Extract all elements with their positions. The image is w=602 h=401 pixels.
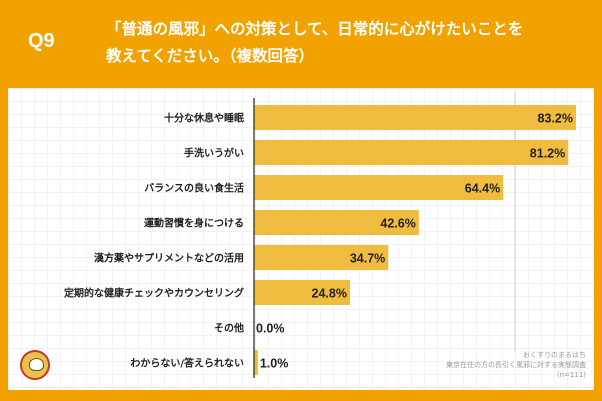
footnote-survey: 東京在住の方の長引く風邪に対する実態調査 <box>446 361 586 369</box>
value-label: 24.8% <box>312 287 347 301</box>
category-label: その他 <box>214 322 244 335</box>
title-line-2: 教えてください。（複数回答） <box>106 47 315 65</box>
value-label: 42.6% <box>380 217 415 231</box>
footnote-sample: (n=111) <box>556 371 586 379</box>
category-label: 手洗いうがい <box>184 147 244 160</box>
bar <box>254 105 576 130</box>
value-label: 64.4% <box>465 182 500 196</box>
bar <box>254 210 419 235</box>
category-label: わからない/答えられない <box>130 357 244 370</box>
category-label: バランスの良い食生活 <box>144 182 244 195</box>
bar <box>254 350 258 375</box>
question-number: Q9 <box>28 30 55 52</box>
category-label: 定期的な健康チェックやカウンセリング <box>64 287 244 300</box>
category-label: 十分な休息や睡眠 <box>164 112 244 125</box>
question-title: 「普通の風邪」への対策として、日常的に心がけたいことを 教えてください。（複数回… <box>106 16 586 70</box>
bar <box>254 245 389 270</box>
value-label: 1.0% <box>260 357 289 371</box>
value-label: 81.2% <box>530 147 565 161</box>
value-label: 0.0% <box>256 322 285 336</box>
value-label: 83.2% <box>538 112 573 126</box>
footnote: おくすりのまるはち 東京在住の方の長引く風邪に対する実態調査 (n=111) <box>446 350 586 380</box>
chart-panel <box>8 88 594 390</box>
bar <box>254 140 569 165</box>
value-label: 34.7% <box>350 252 385 266</box>
brand-logo <box>20 350 50 380</box>
category-label: 運動習慣を身につける <box>144 217 244 230</box>
title-line-1: 「普通の風邪」への対策として、日常的に心がけたいことを <box>106 20 524 38</box>
bar <box>254 280 350 305</box>
footnote-source: おくすりのまるはち <box>523 351 586 359</box>
bar <box>254 175 504 200</box>
category-label: 漢方薬やサプリメントなどの活用 <box>94 252 244 265</box>
